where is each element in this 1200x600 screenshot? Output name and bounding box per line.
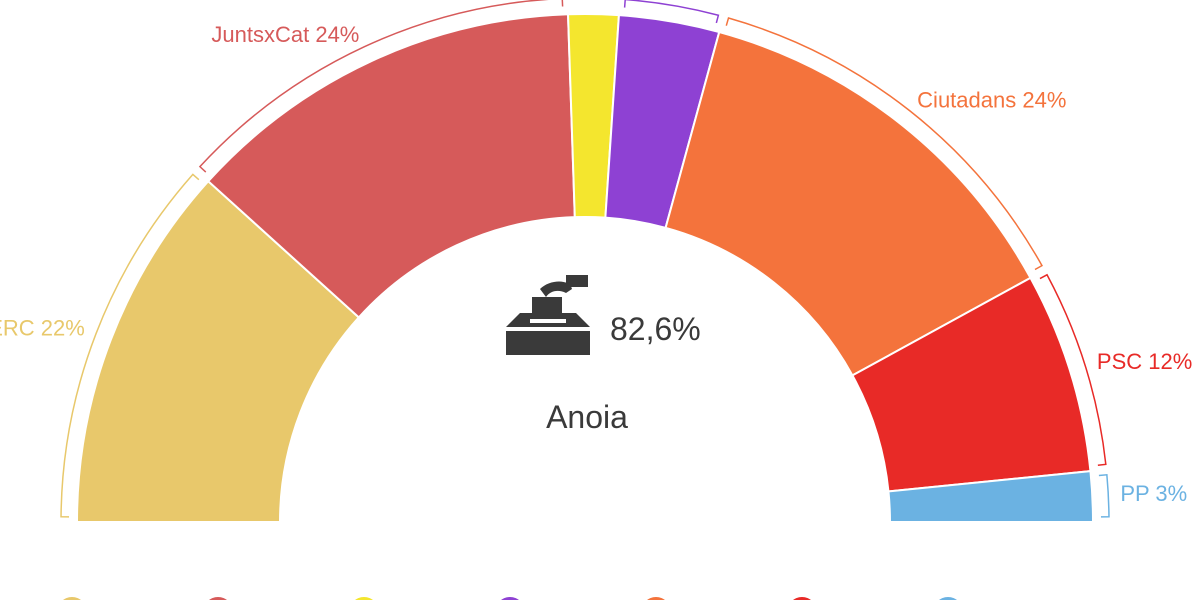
label-bracket-juntsxcat [198,0,564,173]
slice-label-ciutadans: Ciutadans 24% [917,87,1066,112]
legend-swatch-encomú [501,597,519,600]
slice-ciutadans[interactable] [664,30,1032,377]
slice-label-juntsxcat: JuntsxCat 24% [211,22,359,47]
slice-label-encomú: EnComú 6% [674,0,798,4]
legend-swatch-psc [793,597,811,600]
label-bracket-pp [1098,473,1110,518]
label-bracket-psc [1039,273,1107,466]
region-name: Anoia [546,399,628,435]
slice-label-pp: PP 3% [1120,481,1187,506]
turnout-value: 82,6% [610,311,701,347]
label-bracket-encomú [623,0,720,24]
legend-swatch-erc [63,597,81,600]
slice-pp[interactable] [887,470,1095,523]
label-bracket-ciutadans [725,17,1044,271]
legend-swatch-cup [355,597,373,600]
slice-juntsxcat[interactable] [206,13,576,319]
slice-label-psc: PSC 12% [1097,349,1192,374]
slice-label-erc: ERC 22% [0,315,85,340]
ballot-box-icon [506,275,590,355]
label-bracket-erc [60,173,200,518]
legend-swatch-pp [939,597,957,600]
legend-swatch-ciutadans [647,597,665,600]
legend-swatch-juntsxcat [209,597,227,600]
